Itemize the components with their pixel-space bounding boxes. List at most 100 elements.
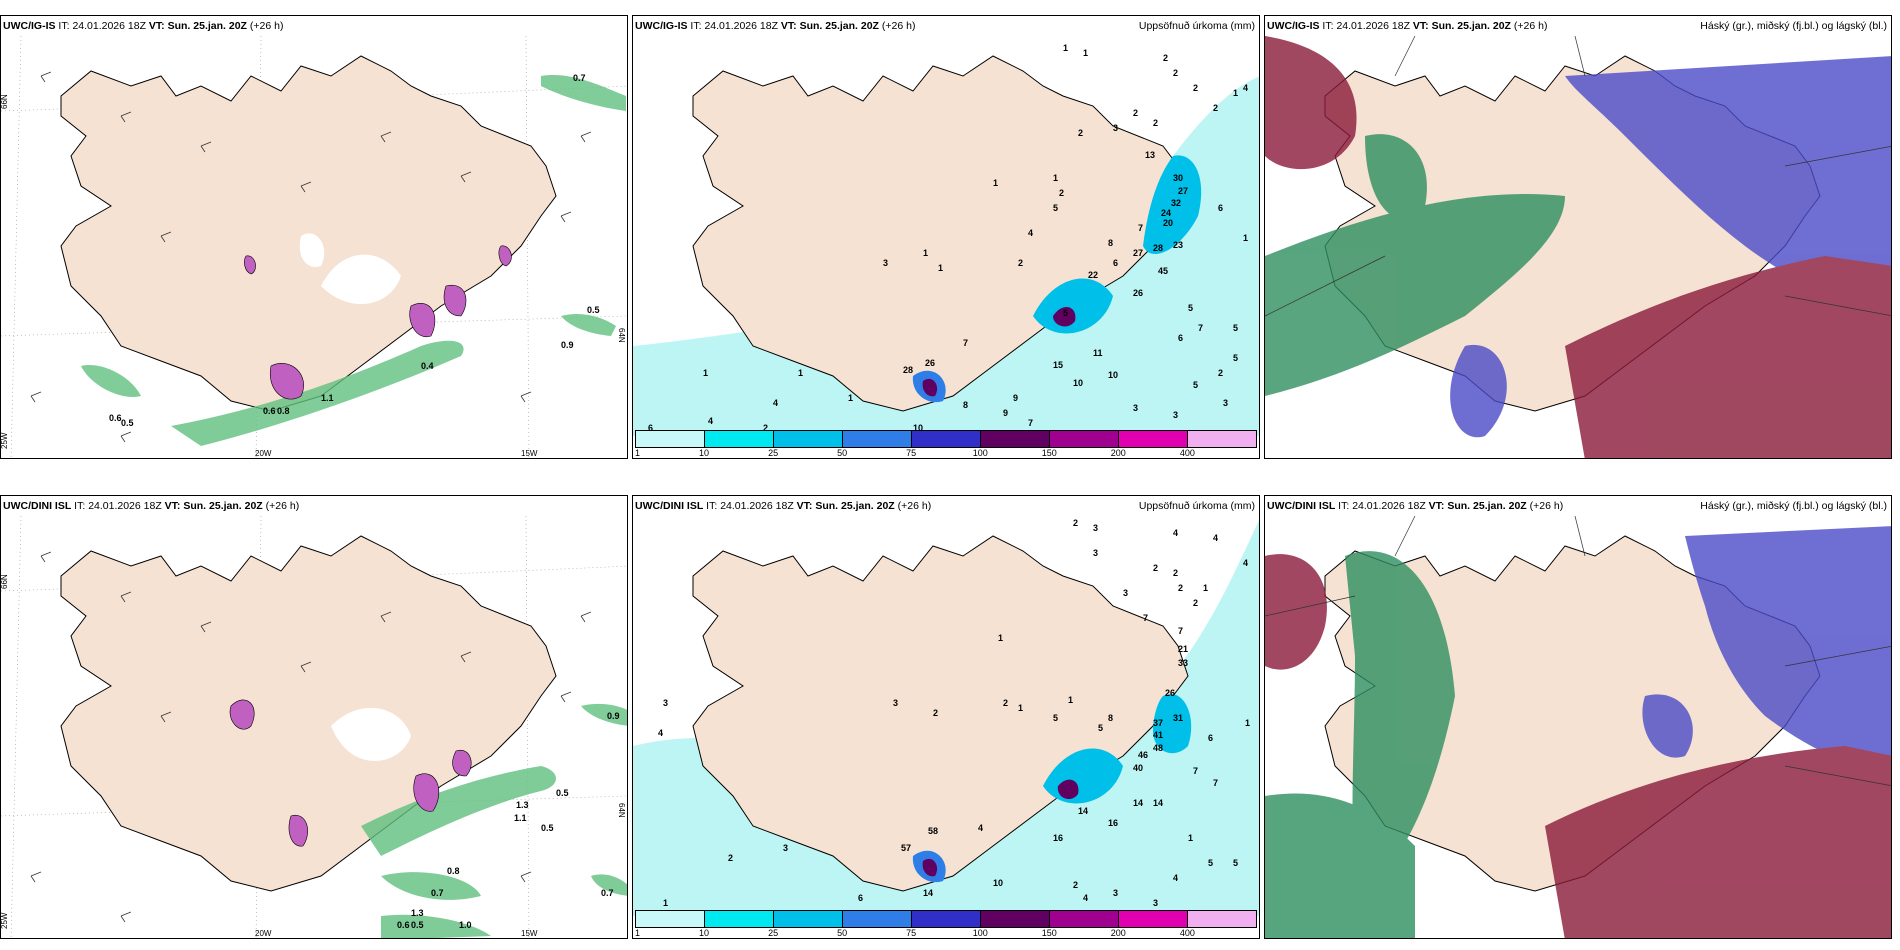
svg-text:2: 2 xyxy=(1153,118,1158,128)
svg-text:3: 3 xyxy=(1093,548,1098,558)
cloud-title: Háský (gr.), miðský (fj.bl.) og lágský (… xyxy=(1700,20,1887,32)
svg-text:0.9: 0.9 xyxy=(561,340,574,350)
svg-text:7: 7 xyxy=(1178,626,1183,636)
svg-text:5: 5 xyxy=(1233,353,1238,363)
svg-text:15W: 15W xyxy=(521,929,538,938)
svg-text:4: 4 xyxy=(708,416,713,426)
precip-title: Uppsöfnuð úrkoma (mm) xyxy=(1138,500,1255,512)
colorbar-ticks: 1 10 25 50 75 100 150 200 400 xyxy=(635,928,1195,938)
panel-header: UWC/DINI ISL IT: 24.01.2026 18Z VT: Sun.… xyxy=(1267,500,1564,512)
svg-text:26: 26 xyxy=(1165,688,1175,698)
svg-text:14: 14 xyxy=(1133,798,1143,808)
svg-text:0.5: 0.5 xyxy=(411,920,424,930)
svg-text:2: 2 xyxy=(1078,128,1083,138)
svg-text:2: 2 xyxy=(1193,598,1198,608)
svg-text:1: 1 xyxy=(1053,173,1058,183)
svg-text:4: 4 xyxy=(1028,228,1033,238)
svg-text:7: 7 xyxy=(1213,778,1218,788)
svg-text:7: 7 xyxy=(1138,223,1143,233)
svg-text:0.5: 0.5 xyxy=(587,305,600,315)
svg-text:4: 4 xyxy=(1243,558,1248,568)
svg-text:10: 10 xyxy=(913,423,923,433)
svg-text:10: 10 xyxy=(993,878,1003,888)
svg-text:0.6: 0.6 xyxy=(109,413,122,423)
svg-text:1.3: 1.3 xyxy=(516,800,529,810)
svg-text:7: 7 xyxy=(1198,323,1203,333)
svg-text:3: 3 xyxy=(1153,898,1158,908)
svg-text:1: 1 xyxy=(1018,703,1023,713)
svg-text:5: 5 xyxy=(1233,858,1238,868)
svg-text:22: 22 xyxy=(1088,270,1098,280)
svg-text:3: 3 xyxy=(883,258,888,268)
svg-text:1: 1 xyxy=(1233,88,1238,98)
svg-text:2: 2 xyxy=(1133,108,1138,118)
svg-text:13: 13 xyxy=(1145,150,1155,160)
svg-text:2: 2 xyxy=(763,423,768,433)
svg-text:1: 1 xyxy=(1063,43,1068,53)
svg-text:8: 8 xyxy=(1108,713,1113,723)
svg-text:5: 5 xyxy=(1233,323,1238,333)
svg-text:2: 2 xyxy=(1178,583,1183,593)
svg-text:4: 4 xyxy=(1213,533,1218,543)
precip-map-panel-bottom: UWC/DINI ISL IT: 24.01.2026 18Z VT: Sun.… xyxy=(632,495,1260,939)
svg-text:1.0: 1.0 xyxy=(459,920,472,930)
cloud-map-top xyxy=(1265,16,1891,458)
svg-text:6: 6 xyxy=(1218,203,1223,213)
svg-text:16: 16 xyxy=(1053,833,1063,843)
precip-colorbar-top xyxy=(635,430,1257,448)
svg-text:27: 27 xyxy=(1133,248,1143,258)
svg-text:30: 30 xyxy=(1173,173,1183,183)
svg-text:1: 1 xyxy=(923,248,928,258)
svg-text:28: 28 xyxy=(1153,243,1163,253)
svg-text:4: 4 xyxy=(773,398,778,408)
svg-text:20W: 20W xyxy=(255,449,272,458)
svg-text:48: 48 xyxy=(1153,743,1163,753)
svg-text:6: 6 xyxy=(1178,333,1183,343)
svg-text:5: 5 xyxy=(1193,380,1198,390)
svg-text:0.7: 0.7 xyxy=(573,73,586,83)
svg-text:1: 1 xyxy=(1203,583,1208,593)
svg-text:2: 2 xyxy=(1163,53,1168,63)
svg-text:1: 1 xyxy=(1083,48,1088,58)
svg-text:16: 16 xyxy=(1108,818,1118,828)
svg-text:1: 1 xyxy=(1188,833,1193,843)
svg-text:2: 2 xyxy=(1018,258,1023,268)
svg-text:9: 9 xyxy=(1013,393,1018,403)
wind-map-top: 0.7 0.5 0.9 0.6 0.5 0.4 0.6 0.8 1.1 66N … xyxy=(1,35,627,458)
wind-map-panel-top: UWC/IG-IS IT: 24.01.2026 18Z VT: Sun. 25… xyxy=(0,15,628,459)
svg-text:41: 41 xyxy=(1153,730,1163,740)
svg-text:5: 5 xyxy=(1098,723,1103,733)
svg-text:3: 3 xyxy=(1133,403,1138,413)
svg-text:5: 5 xyxy=(1053,203,1058,213)
svg-text:4: 4 xyxy=(1243,83,1248,93)
svg-text:4: 4 xyxy=(1173,528,1178,538)
svg-text:25W: 25W xyxy=(1,912,9,929)
svg-text:4: 4 xyxy=(658,728,663,738)
svg-text:0.8: 0.8 xyxy=(447,866,460,876)
svg-text:2: 2 xyxy=(1213,103,1218,113)
svg-text:1: 1 xyxy=(998,633,1003,643)
svg-text:6: 6 xyxy=(1208,733,1213,743)
svg-text:66N: 66N xyxy=(1,574,9,589)
svg-text:20W: 20W xyxy=(255,929,272,938)
svg-text:0.9: 0.9 xyxy=(607,711,620,721)
svg-text:1: 1 xyxy=(1068,695,1073,705)
cloud-map-panel-bottom: UWC/DINI ISL IT: 24.01.2026 18Z VT: Sun.… xyxy=(1264,495,1892,939)
svg-text:0.5: 0.5 xyxy=(541,823,554,833)
precip-colorbar-bottom xyxy=(635,910,1257,928)
svg-text:3: 3 xyxy=(783,843,788,853)
svg-text:15W: 15W xyxy=(521,449,538,458)
svg-text:24: 24 xyxy=(1161,208,1171,218)
svg-text:0.7: 0.7 xyxy=(601,888,614,898)
svg-text:8: 8 xyxy=(963,400,968,410)
svg-text:7: 7 xyxy=(1193,766,1198,776)
svg-text:0.5: 0.5 xyxy=(121,418,134,428)
svg-text:0.5: 0.5 xyxy=(556,788,569,798)
svg-text:3: 3 xyxy=(1113,888,1118,898)
cloud-map-bottom xyxy=(1265,496,1891,938)
svg-text:64N: 64N xyxy=(617,803,626,818)
svg-text:40: 40 xyxy=(1133,763,1143,773)
svg-text:14: 14 xyxy=(1153,798,1163,808)
